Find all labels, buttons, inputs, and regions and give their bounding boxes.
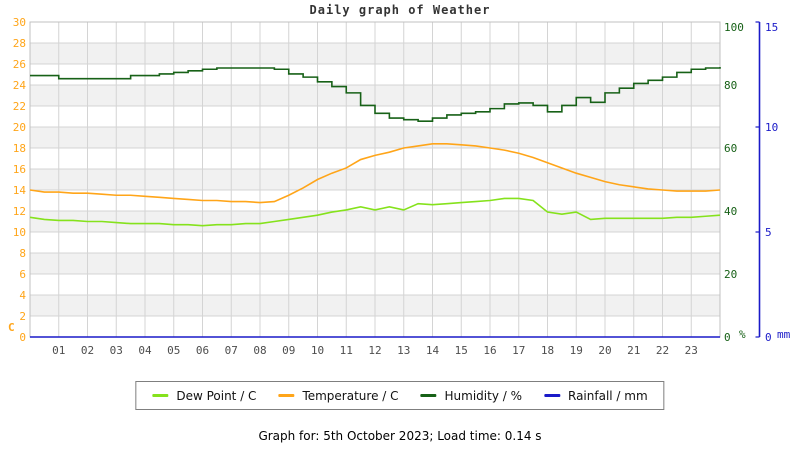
x-axis-tick-label: 03 bbox=[110, 344, 123, 357]
x-axis-tick-label: 01 bbox=[52, 344, 65, 357]
legend-swatch-dew-point bbox=[152, 394, 169, 397]
humidity-axis-unit-label: % bbox=[739, 328, 746, 341]
weather-chart-canvas: 024681012141618202224262830C020406080100… bbox=[8, 16, 791, 357]
x-axis-tick-label: 12 bbox=[368, 344, 381, 357]
x-axis-tick-label: 05 bbox=[167, 344, 180, 357]
rain-axis-unit-label: mm bbox=[777, 328, 791, 341]
x-axis-tick-label: 19 bbox=[570, 344, 583, 357]
legend-item-rainfall: Rainfall / mm bbox=[544, 389, 648, 403]
x-axis-tick-label: 16 bbox=[483, 344, 496, 357]
legend-label-humidity: Humidity / % bbox=[444, 388, 522, 403]
legend-item-dew-point: Dew Point / C bbox=[152, 389, 256, 403]
legend-label-temperature: Temperature / C bbox=[302, 388, 399, 403]
x-axis-tick-label: 20 bbox=[598, 344, 611, 357]
x-axis-tick-label: 10 bbox=[311, 344, 324, 357]
legend-item-humidity: Humidity / % bbox=[420, 388, 522, 403]
legend-swatch-humidity bbox=[420, 394, 437, 397]
left-axis-tick-label: 2 bbox=[19, 310, 26, 323]
left-axis-tick-label: 24 bbox=[13, 79, 27, 92]
humidity-axis-tick-label: 60 bbox=[724, 142, 737, 155]
x-axis-tick-label: 11 bbox=[340, 344, 353, 357]
x-axis-tick-label: 21 bbox=[627, 344, 640, 357]
legend-swatch-rainfall bbox=[544, 394, 560, 397]
left-axis-tick-label: 10 bbox=[13, 226, 26, 239]
left-axis-tick-label: 16 bbox=[13, 163, 26, 176]
left-axis-tick-label: 20 bbox=[13, 121, 26, 134]
x-axis-tick-label: 23 bbox=[685, 344, 698, 357]
left-axis-tick-label: 22 bbox=[13, 100, 26, 113]
left-axis-tick-label: 12 bbox=[13, 205, 26, 218]
left-axis-unit-label: C bbox=[8, 321, 15, 334]
left-axis-tick-label: 6 bbox=[19, 268, 26, 281]
rain-axis-tick-label: 10 bbox=[765, 121, 778, 134]
humidity-axis-tick-label: 40 bbox=[724, 205, 737, 218]
footer-note: Graph for: 5th October 2023; Load time: … bbox=[258, 429, 542, 443]
x-axis-tick-label: 09 bbox=[282, 344, 295, 357]
x-axis-tick-label: 14 bbox=[426, 344, 440, 357]
series-line-temperature bbox=[29, 143, 721, 204]
x-axis-tick-label: 08 bbox=[253, 344, 266, 357]
rain-axis-tick-label: 15 bbox=[765, 21, 778, 34]
series-line-dew bbox=[29, 197, 721, 227]
x-axis-tick-label: 04 bbox=[138, 344, 152, 357]
series-line-humidity bbox=[30, 67, 721, 123]
x-axis-tick-label: 07 bbox=[225, 344, 238, 357]
humidity-axis-tick-label: 0 bbox=[724, 331, 731, 344]
left-axis-tick-label: 8 bbox=[19, 247, 26, 260]
chart-title: Daily graph of Weather bbox=[309, 3, 491, 17]
left-axis-tick-label: 28 bbox=[13, 37, 26, 50]
x-axis-tick-label: 15 bbox=[455, 344, 468, 357]
left-axis-tick-label: 14 bbox=[13, 184, 27, 197]
left-axis-tick-label: 4 bbox=[19, 289, 26, 302]
legend-swatch-temperature bbox=[278, 394, 295, 397]
legend-label-rainfall: Rainfall / mm bbox=[568, 388, 648, 403]
humidity-axis-tick-label: 20 bbox=[724, 268, 737, 281]
left-axis-tick-label: 26 bbox=[13, 58, 26, 71]
left-axis-tick-label: 30 bbox=[13, 16, 26, 29]
legend-label-dew-point: Dew Point / C bbox=[176, 388, 257, 403]
x-axis-tick-label: 13 bbox=[397, 344, 410, 357]
rain-axis-tick-label: 0 bbox=[765, 331, 772, 344]
rain-axis-tick-label: 5 bbox=[765, 226, 772, 239]
legend-item-temperature: Temperature / C bbox=[278, 388, 399, 403]
x-axis-tick-label: 17 bbox=[512, 344, 525, 357]
left-axis-tick-label: 0 bbox=[19, 331, 26, 344]
x-axis-tick-label: 06 bbox=[196, 344, 209, 357]
x-axis-tick-label: 22 bbox=[656, 344, 669, 357]
x-axis-tick-label: 18 bbox=[541, 344, 554, 357]
x-axis-tick-label: 02 bbox=[81, 344, 94, 357]
legend: Dew Point / C Temperature / C Humidity / %… bbox=[135, 381, 665, 410]
left-axis-tick-label: 18 bbox=[13, 142, 26, 155]
humidity-axis-tick-label: 80 bbox=[724, 79, 737, 92]
humidity-axis-tick-label: 100 bbox=[724, 21, 744, 34]
